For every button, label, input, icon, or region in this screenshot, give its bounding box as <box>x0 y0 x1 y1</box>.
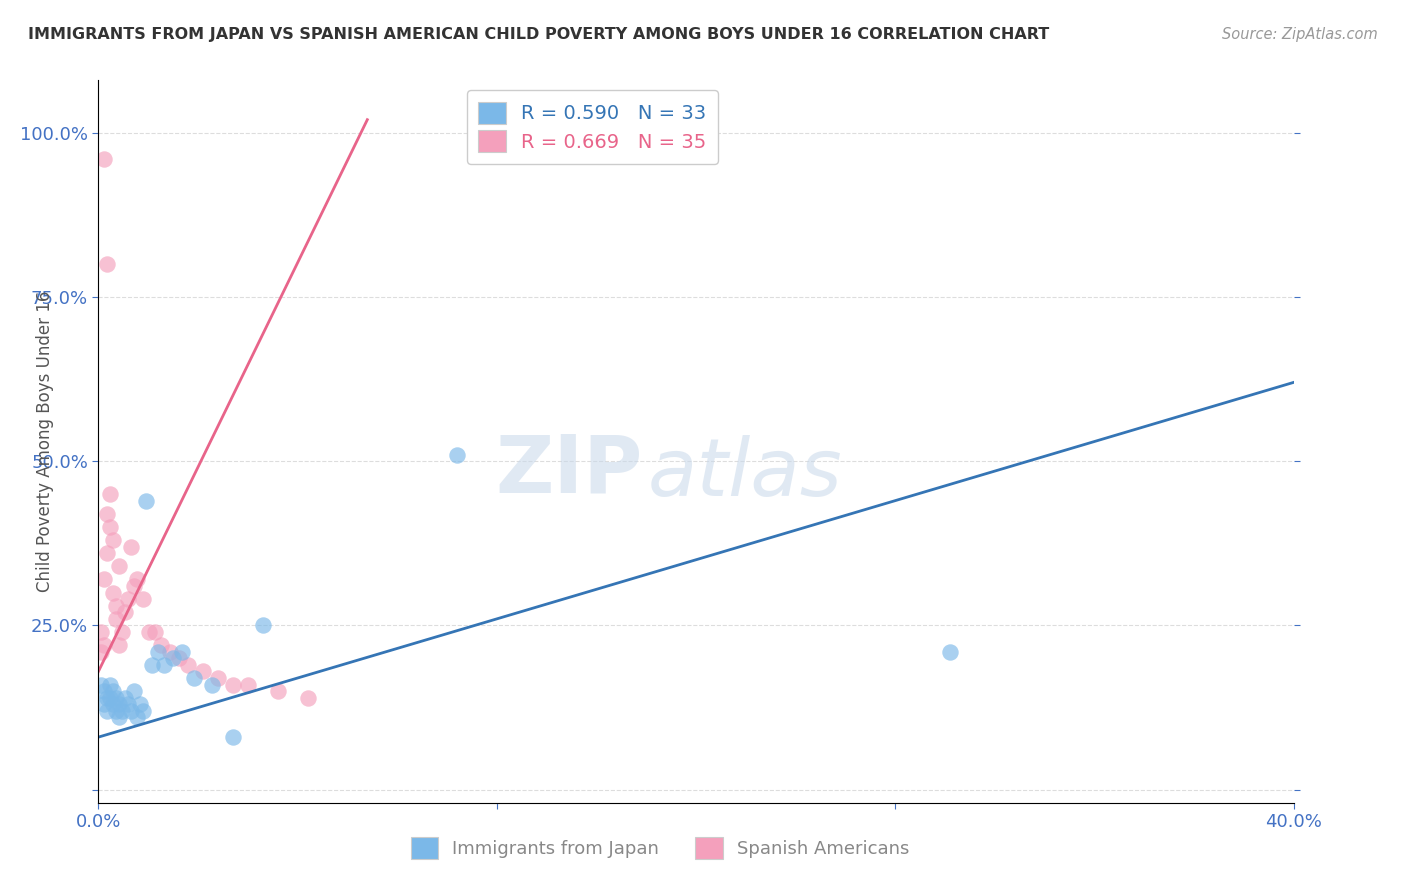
Point <box>111 704 134 718</box>
Point <box>191 665 214 679</box>
Point <box>111 625 134 640</box>
Point <box>939 645 962 659</box>
Point <box>105 690 128 705</box>
Text: Child Poverty Among Boys Under 16: Child Poverty Among Boys Under 16 <box>35 291 53 592</box>
Point <box>120 540 142 554</box>
Point <box>177 657 200 672</box>
Point <box>222 677 245 691</box>
Point <box>105 599 128 613</box>
Point <box>93 152 115 166</box>
Point <box>124 684 146 698</box>
Legend: Immigrants from Japan, Spanish Americans: Immigrants from Japan, Spanish Americans <box>404 830 917 866</box>
Point <box>267 684 290 698</box>
Point <box>98 677 122 691</box>
Point <box>148 645 170 659</box>
Point <box>236 677 259 691</box>
Point <box>132 704 155 718</box>
Point <box>103 533 125 547</box>
Point <box>129 698 152 712</box>
Point <box>141 657 163 672</box>
Point <box>96 546 118 560</box>
Point <box>446 448 468 462</box>
Point <box>96 690 118 705</box>
Point <box>96 257 118 271</box>
Point <box>124 579 146 593</box>
Point <box>98 487 122 501</box>
Point <box>114 690 136 705</box>
Point <box>207 671 229 685</box>
Point <box>201 677 224 691</box>
Point <box>105 704 128 718</box>
Point <box>103 585 125 599</box>
Point <box>96 704 118 718</box>
Point <box>172 645 194 659</box>
Point <box>167 651 190 665</box>
Point <box>114 605 136 619</box>
Text: Source: ZipAtlas.com: Source: ZipAtlas.com <box>1222 27 1378 42</box>
Point <box>93 684 115 698</box>
Point <box>120 704 142 718</box>
Point <box>90 645 112 659</box>
Point <box>90 677 112 691</box>
Point <box>108 559 131 574</box>
Point <box>252 618 274 632</box>
Point <box>96 507 118 521</box>
Point <box>127 573 149 587</box>
Point <box>93 638 115 652</box>
Text: atlas: atlas <box>648 435 844 513</box>
Text: ZIP: ZIP <box>495 432 643 509</box>
Point <box>143 625 166 640</box>
Point <box>93 573 115 587</box>
Point <box>222 730 245 744</box>
Point <box>127 710 149 724</box>
Point <box>159 645 181 659</box>
Point <box>108 698 131 712</box>
Point <box>98 520 122 534</box>
Point <box>297 690 319 705</box>
Point <box>117 592 139 607</box>
Point <box>117 698 139 712</box>
Point <box>162 651 184 665</box>
Point <box>108 710 131 724</box>
Point <box>108 638 131 652</box>
Point <box>135 493 157 508</box>
Point <box>90 625 112 640</box>
Point <box>103 698 125 712</box>
Point <box>150 638 173 652</box>
Point <box>153 657 176 672</box>
Point <box>183 671 205 685</box>
Point <box>93 698 115 712</box>
Text: IMMIGRANTS FROM JAPAN VS SPANISH AMERICAN CHILD POVERTY AMONG BOYS UNDER 16 CORR: IMMIGRANTS FROM JAPAN VS SPANISH AMERICA… <box>28 27 1049 42</box>
Point <box>132 592 155 607</box>
Point <box>98 690 122 705</box>
Point <box>103 684 125 698</box>
Point <box>105 612 128 626</box>
Point <box>138 625 160 640</box>
